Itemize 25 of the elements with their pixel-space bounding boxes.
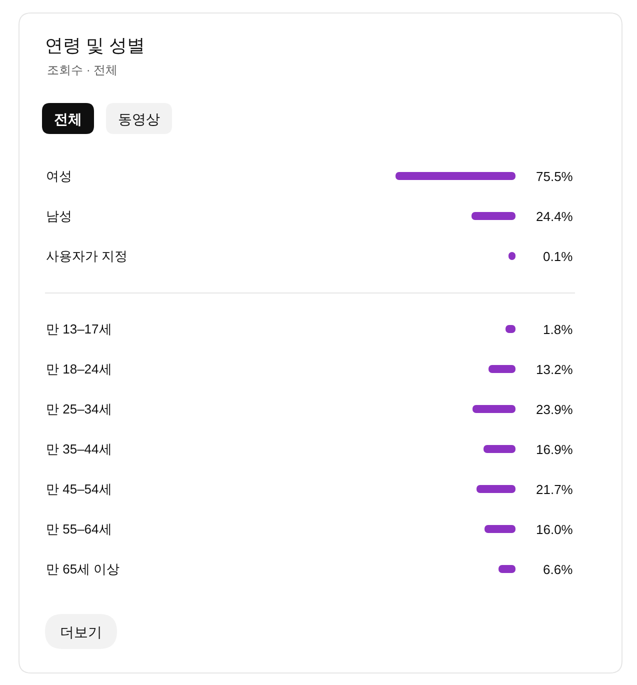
data-label: 0.1% <box>543 249 574 264</box>
data-label: 23.9% <box>536 402 574 417</box>
y-tick-label: 만 45–54세 <box>46 482 112 497</box>
text: 전체 <box>54 111 82 127</box>
y-tick-label: 만 35–44세 <box>46 442 112 457</box>
y-tick-label: 만 65세 이상 <box>46 562 120 577</box>
y-tick-label: 만 13–17세 <box>46 322 112 337</box>
text: 동영상 <box>118 111 160 127</box>
text: 조회수 · 전체 <box>47 63 118 77</box>
data-label: 75.5% <box>536 169 574 184</box>
text: 더보기 <box>60 624 102 640</box>
data-label: 1.8% <box>543 322 574 337</box>
y-tick-label: 남성 <box>46 208 72 224</box>
data-label: 16.0% <box>536 522 574 537</box>
y-tick-label: 사용자가 지정 <box>46 248 128 264</box>
y-tick-label: 여성 <box>46 168 72 184</box>
y-tick-label: 만 55–64세 <box>46 522 112 537</box>
data-label: 6.6% <box>543 562 574 577</box>
y-tick-label: 만 25–34세 <box>46 402 112 417</box>
data-label: 16.9% <box>536 442 574 457</box>
data-label: 21.7% <box>536 482 574 497</box>
y-tick-label: 만 18–24세 <box>46 362 112 377</box>
data-label: 24.4% <box>536 209 574 224</box>
text: 연령 및 성별 <box>45 36 146 56</box>
data-label: 13.2% <box>536 362 574 377</box>
